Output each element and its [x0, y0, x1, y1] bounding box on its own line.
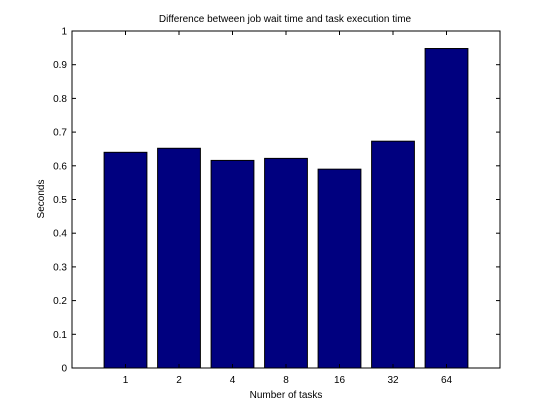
y-tick-labels: 0 0.1 0.2 0.3 0.4 0.5 0.6 0.7 0.8 0.9 1 [53, 27, 67, 375]
bar-1 [103, 151, 148, 369]
bar-64 [424, 48, 469, 369]
y-tick-label: 0.4 [53, 229, 67, 240]
bar-4 [210, 159, 255, 369]
bar-8 [264, 157, 308, 369]
x-tick-label: 8 [283, 375, 289, 386]
bars-layer [103, 48, 469, 369]
x-tick-label: 4 [230, 375, 236, 386]
x-tick-label: 1 [123, 375, 129, 386]
bar-16 [317, 168, 362, 369]
y-axis-label: Seconds [36, 180, 47, 219]
x-tick-label: 2 [176, 375, 182, 386]
x-tick-labels: 1 2 4 8 16 32 64 [123, 375, 453, 386]
y-tick-label: 1 [61, 27, 67, 38]
y-tick-label: 0.6 [53, 161, 67, 172]
bar-2 [157, 147, 201, 369]
y-tick-label: 0.2 [53, 296, 67, 307]
y-tick-label: 0.1 [53, 330, 67, 341]
x-tick-label: 16 [334, 375, 346, 386]
y-tick-label: 0.3 [53, 262, 67, 273]
x-axis-label: Number of tasks [250, 390, 323, 401]
y-tick-label: 0.7 [53, 128, 67, 139]
y-tick-label: 0.8 [53, 94, 67, 105]
bar-32 [371, 140, 415, 369]
x-tick-label: 64 [441, 375, 453, 386]
y-tick-label: 0.5 [53, 195, 67, 206]
ticks-layer [72, 30, 500, 369]
chart-title: Difference between job wait time and tas… [159, 14, 412, 25]
y-tick-label: 0 [61, 364, 67, 375]
y-tick-label: 0.9 [53, 60, 67, 71]
x-tick-label: 32 [387, 375, 399, 386]
